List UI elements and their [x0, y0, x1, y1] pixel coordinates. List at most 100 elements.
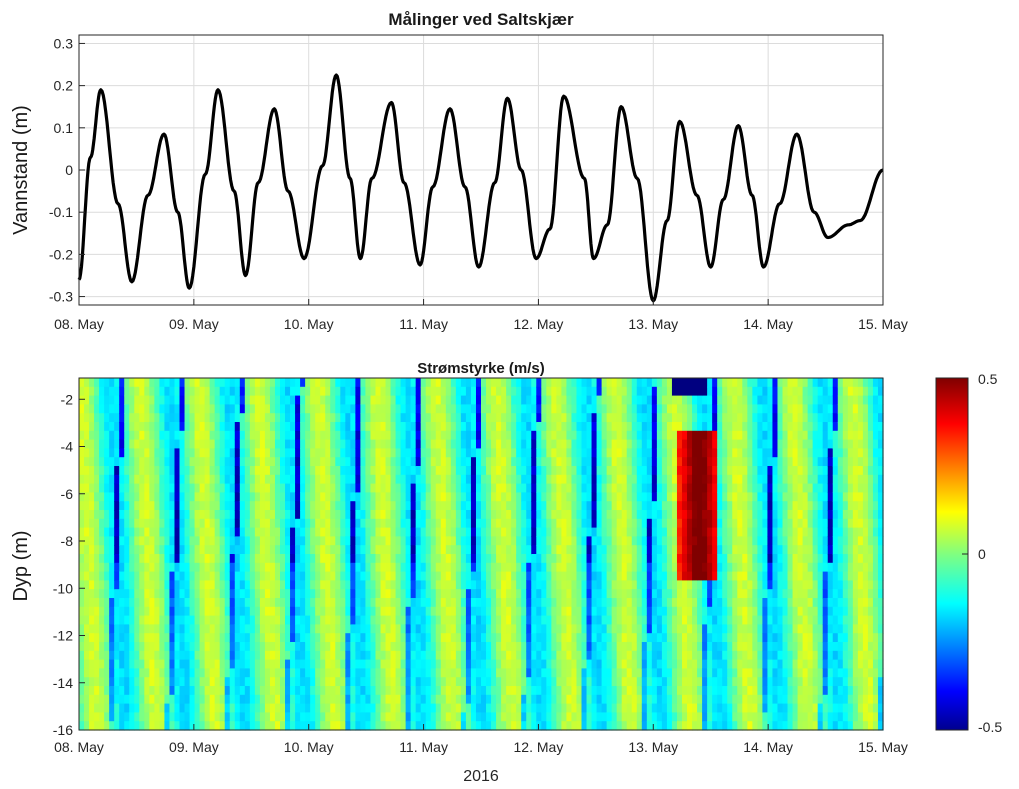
heatmap-cell — [491, 518, 497, 529]
heatmap-cell — [295, 694, 301, 705]
heatmap-cell — [94, 642, 100, 652]
heatmap-cell — [290, 624, 296, 634]
heatmap-cell — [551, 448, 557, 458]
heatmap-cell — [244, 395, 251, 405]
heatmap-cell — [631, 413, 638, 423]
heatmap-cell — [370, 615, 377, 625]
heatmap-cell — [269, 518, 276, 529]
heatmap-cell — [415, 668, 422, 678]
heatmap-cell — [486, 378, 492, 388]
heatmap-cell — [310, 378, 316, 388]
heatmap-cell — [320, 668, 326, 678]
heatmap-cell — [124, 642, 130, 652]
heatmap-cell — [631, 633, 638, 643]
heatmap-cell — [84, 378, 90, 388]
heatmap-cell — [385, 536, 392, 546]
heatmap-cell — [295, 580, 301, 590]
heatmap-cell — [345, 642, 351, 652]
heatmap-cell — [641, 589, 648, 599]
heatmap-cell — [400, 395, 407, 405]
heatmap-cell — [541, 501, 547, 511]
heatmap-cell — [531, 686, 537, 696]
heatmap-cell — [365, 413, 372, 423]
heatmap-cell — [651, 721, 658, 731]
heatmap-cell — [661, 466, 668, 476]
heatmap-cell — [214, 527, 221, 537]
heatmap-cell — [410, 422, 417, 432]
heatmap-cell — [430, 448, 437, 458]
heatmap-cell — [465, 527, 472, 537]
heatmap-cell — [551, 659, 557, 669]
heatmap-cell — [264, 510, 271, 520]
heatmap-cell — [425, 413, 432, 423]
heatmap-cell — [626, 378, 633, 388]
heatmap-cell — [551, 404, 557, 414]
heatmap-cell — [159, 686, 166, 696]
heatmap-cell — [99, 466, 105, 476]
heatmap-cell — [134, 501, 140, 511]
heatmap-cell — [571, 483, 578, 493]
heatmap-cell — [661, 413, 668, 423]
heatmap-cell — [551, 633, 557, 643]
heatmap-cell — [269, 642, 276, 652]
heatmap-cell — [400, 712, 407, 722]
heatmap-cell — [119, 668, 125, 678]
heatmap-cell — [249, 536, 256, 546]
heatmap-cell — [491, 624, 497, 634]
heatmap-cell — [119, 633, 125, 643]
heatmap-cell — [124, 413, 130, 423]
heatmap-cell — [465, 501, 472, 511]
heatmap-cell — [164, 466, 171, 476]
heatmap-cell — [475, 501, 482, 511]
heatmap-cell — [189, 527, 196, 537]
heatmap-cell — [425, 527, 432, 537]
heatmap-cell — [521, 413, 527, 423]
heatmap-cell — [290, 510, 296, 520]
heatmap-cell — [687, 562, 693, 573]
heatmap-cell — [546, 642, 552, 652]
heatmap-cell — [174, 721, 181, 731]
heatmap-cell — [209, 562, 216, 573]
heatmap-cell — [219, 527, 226, 537]
heatmap-cell — [94, 562, 100, 573]
heatmap-cell — [370, 562, 377, 573]
heatmap-cell — [179, 721, 186, 731]
heatmap-cell — [99, 413, 105, 423]
heatmap-cell — [194, 492, 201, 502]
heatmap-cell — [345, 404, 351, 414]
heatmap-cell — [89, 562, 95, 573]
heatmap-cell — [169, 404, 176, 414]
heatmap-cell — [274, 633, 281, 643]
heatmap-cell — [576, 386, 583, 397]
heatmap-cell — [656, 492, 663, 502]
heatmap-cell — [566, 633, 573, 643]
heatmap-cell — [325, 545, 331, 555]
heatmap-cell — [114, 439, 120, 449]
heatmap-cell — [124, 466, 130, 476]
heatmap-cell — [305, 686, 311, 696]
heatmap-cell — [571, 633, 578, 643]
heatmap-cell — [310, 536, 316, 546]
heatmap-cell — [676, 378, 683, 388]
heatmap-cell — [239, 404, 246, 414]
heatmap-cell — [420, 677, 427, 687]
heatmap-cell — [666, 518, 673, 529]
heatmap-cell — [536, 501, 542, 511]
heatmap-cell — [164, 457, 171, 467]
heatmap-cell — [360, 580, 367, 590]
heatmap-cell — [295, 712, 301, 722]
heatmap-cell — [300, 439, 306, 449]
heatmap-cell — [435, 457, 442, 467]
heatmap-cell — [486, 703, 492, 713]
heatmap-cell — [345, 633, 351, 643]
heatmap-cell — [450, 712, 457, 722]
heatmap-cell — [174, 395, 181, 405]
heatmap-cell — [465, 606, 472, 617]
heatmap-cell — [119, 659, 125, 669]
heatmap-cell — [295, 413, 301, 423]
heatmap-cell — [586, 606, 593, 617]
heatmap-cell — [325, 404, 331, 414]
heatmap-cell — [114, 589, 120, 599]
heatmap-cell — [460, 501, 467, 511]
heatmap-cell — [671, 694, 678, 705]
